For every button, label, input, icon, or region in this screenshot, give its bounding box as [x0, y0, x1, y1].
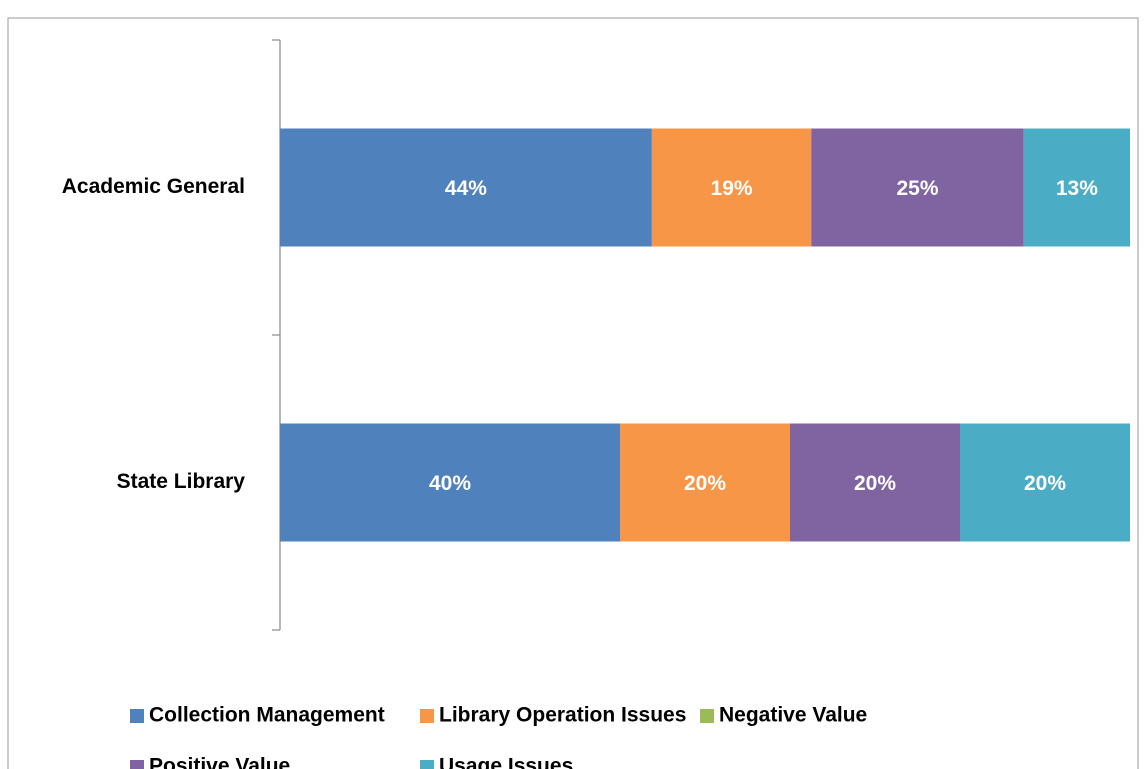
data-label: 25%	[896, 177, 938, 200]
legend-label: Collection Management	[149, 704, 385, 727]
bar-segment	[280, 128, 652, 247]
legend-swatch	[420, 760, 434, 769]
y-tick-label: Academic General	[62, 175, 245, 198]
bar-segment	[790, 423, 960, 542]
legend-label: Positive Value	[149, 755, 290, 769]
data-label: 13%	[1056, 177, 1098, 200]
legend-label: Usage Issues	[439, 755, 573, 769]
data-label: 44%	[445, 177, 487, 200]
data-label: 19%	[711, 177, 753, 200]
legend-label: Negative Value	[719, 704, 867, 727]
bar-segment	[1023, 128, 1130, 247]
legend-swatch	[130, 760, 144, 769]
bar-segment	[620, 423, 790, 542]
legend-label: Library Operation Issues	[439, 704, 686, 727]
legend-swatch	[420, 709, 434, 723]
legend-swatch	[700, 709, 714, 723]
bar-segment	[280, 423, 620, 542]
bar-segment	[960, 423, 1130, 542]
data-label: 40%	[429, 472, 471, 495]
data-label: 20%	[684, 472, 726, 495]
data-label: 20%	[854, 472, 896, 495]
bar-segment	[651, 128, 812, 247]
data-label: 20%	[1024, 472, 1066, 495]
y-tick-label: State Library	[117, 470, 246, 493]
legend-swatch	[130, 709, 144, 723]
bar-segment	[811, 128, 1024, 247]
